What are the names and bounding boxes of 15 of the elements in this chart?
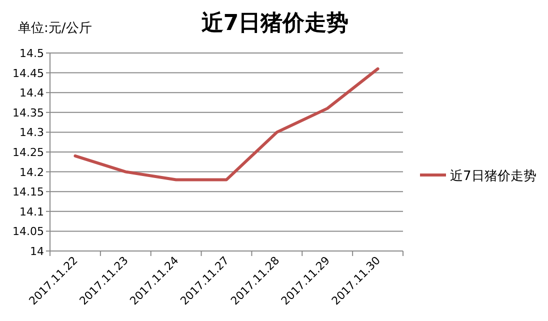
- y-tick-label: 14.35: [12, 106, 44, 120]
- legend-label: 近7日猪价走势: [450, 169, 536, 184]
- y-tick-label: 14: [30, 245, 44, 258]
- y-tick-label: 14.05: [12, 225, 44, 238]
- y-tick-label: 14.15: [12, 186, 44, 199]
- y-tick-label: 14.45: [12, 66, 44, 80]
- y-tick-label: 14.2: [20, 166, 44, 179]
- line-series: [74, 67, 380, 182]
- chart-title: 近7日猪价走势: [200, 11, 349, 36]
- y-tick-label: 14.25: [12, 146, 44, 159]
- y-tick-label: 14.4: [20, 86, 44, 100]
- y-axis-title: 单位:元/公斤: [18, 21, 92, 36]
- y-tick-label: 14.3: [20, 126, 44, 140]
- y-tick-label: 14.5: [20, 47, 44, 60]
- y-tick-label: 14.1: [20, 205, 44, 218]
